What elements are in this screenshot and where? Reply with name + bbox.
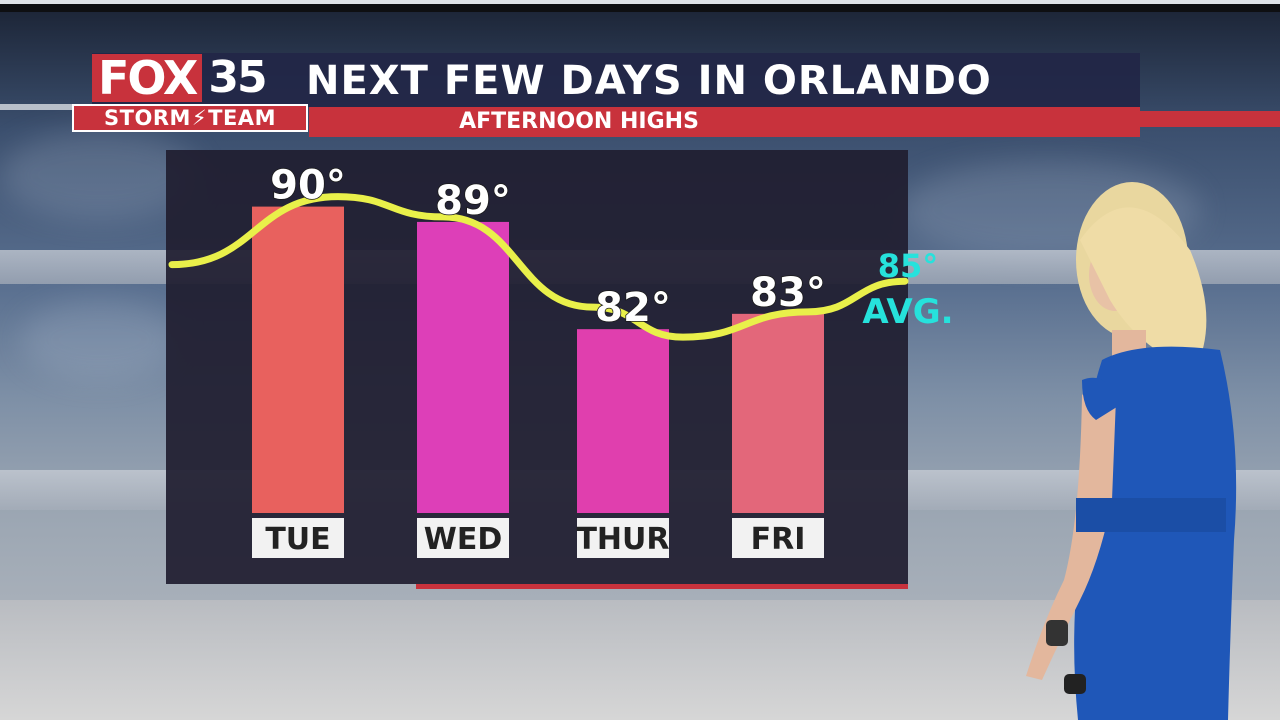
- subtitle-bar: [309, 107, 1140, 137]
- graphic-subtitle: AFTERNOON HIGHS: [459, 109, 699, 134]
- lightning-icon: ⚡: [191, 106, 208, 130]
- chart-panel-accent: [416, 584, 908, 589]
- top-light: [0, 0, 1280, 4]
- temperature-value-label: 83°: [750, 270, 826, 316]
- channel-number: 35: [208, 52, 267, 103]
- meteorologist: [1026, 182, 1237, 720]
- team-right-text: TEAM: [208, 106, 276, 130]
- storm-team-badge: STORM ⚡ TEAM: [72, 104, 308, 132]
- bar-wed: [417, 221, 509, 514]
- temperature-value-label: 90°: [270, 163, 346, 209]
- station-logo: FOX 35: [92, 53, 292, 103]
- bar-tue: [252, 206, 344, 513]
- team-left-text: STORM: [104, 106, 191, 130]
- day-label-box: [732, 518, 824, 558]
- day-label-box: [252, 518, 344, 558]
- day-label: THUR: [576, 522, 669, 557]
- bar-fri: [732, 313, 824, 513]
- average-value-label: 85°: [878, 247, 939, 285]
- day-label: FRI: [751, 522, 806, 557]
- temperature-value-label: 89°: [435, 178, 511, 224]
- trend-curve: [168, 193, 909, 341]
- cloud-decoration: [20, 300, 180, 380]
- brand-name: FOX: [92, 54, 203, 102]
- average-text-label: AVG.: [862, 292, 953, 332]
- temperature-value-label: 82°: [595, 285, 671, 331]
- day-label: WED: [424, 522, 503, 557]
- day-label: TUE: [265, 522, 330, 557]
- header-bar: [92, 53, 1140, 107]
- bar-thur: [577, 329, 669, 513]
- subtitle-bar-extension: [1140, 111, 1280, 127]
- day-label-box: [417, 518, 509, 558]
- header-accent-line: [0, 104, 92, 110]
- day-label-box: [577, 518, 669, 558]
- graphic-title: NEXT FEW DAYS IN ORLANDO: [306, 58, 992, 104]
